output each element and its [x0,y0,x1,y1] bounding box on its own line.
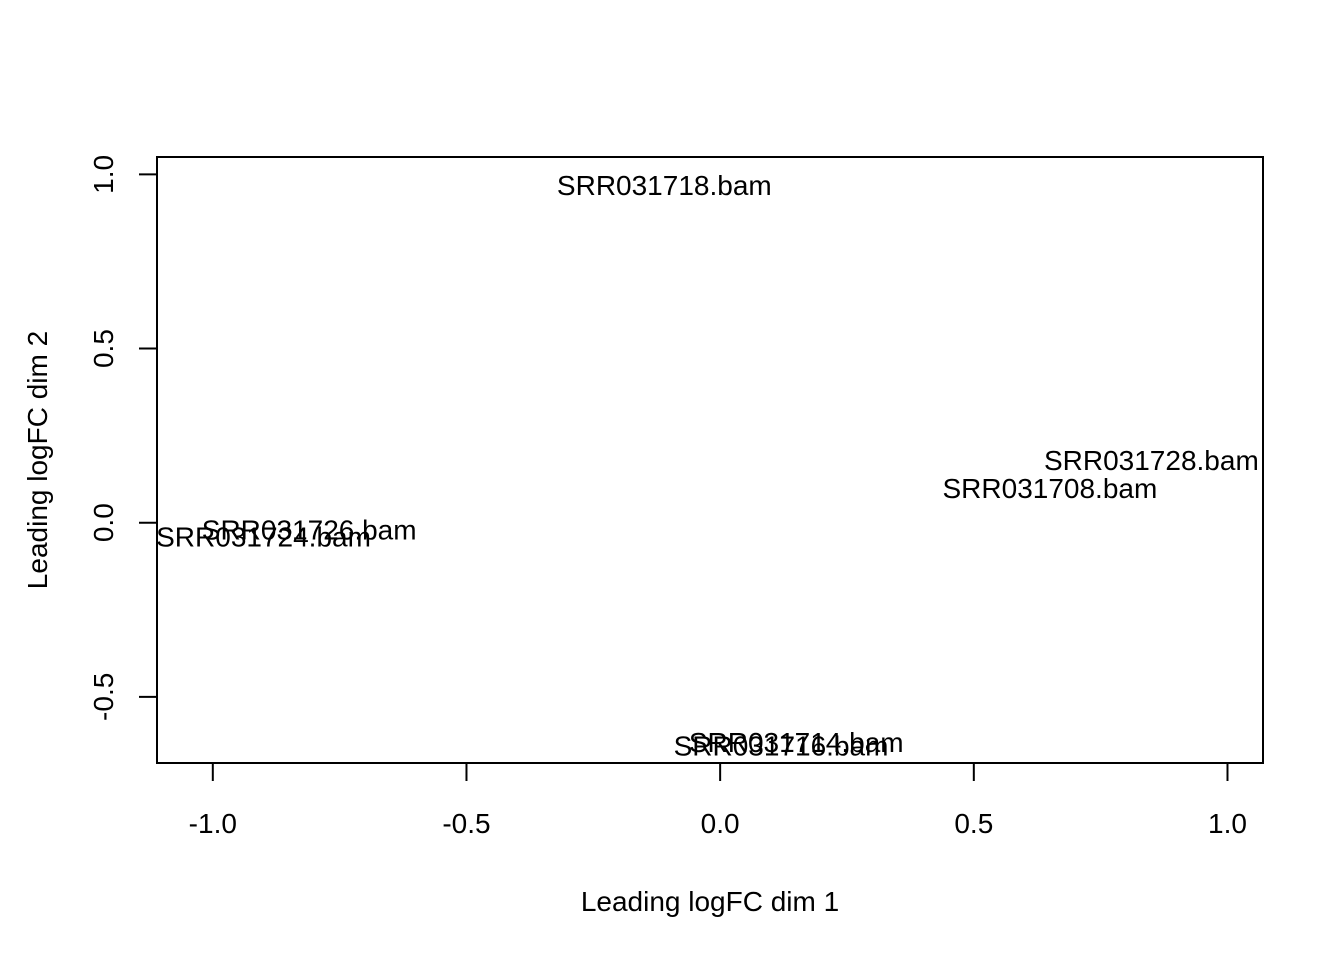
x-tick-label: 1.0 [1208,808,1247,839]
y-tick-label: 1.0 [88,155,119,194]
point-label: SRR031728.bam [1044,445,1259,476]
point-label: SRR031718.bam [557,170,772,201]
x-tick-label: 0.5 [954,808,993,839]
y-axis-title: Leading logFC dim 2 [22,331,53,589]
point-label: SRR031724.bam [156,522,371,553]
y-tick-label: -0.5 [88,673,119,721]
x-tick-label: 0.0 [701,808,740,839]
point-label: SRR031726.bam [202,515,417,546]
x-tick-label: -0.5 [442,808,490,839]
y-tick-label: 0.5 [88,329,119,368]
x-axis-title: Leading logFC dim 1 [581,886,839,917]
x-axis: -1.0 -0.5 0.0 0.5 1.0 [189,762,1247,839]
y-axis: -0.5 0.0 0.5 1.0 [88,155,158,721]
x-tick-label: -1.0 [189,808,237,839]
y-tick-label: 0.0 [88,503,119,542]
point-label: SRR031714.bam [689,727,904,758]
point-label: SRR031708.bam [943,473,1158,504]
point-label: SRR031716.bam [674,731,889,762]
